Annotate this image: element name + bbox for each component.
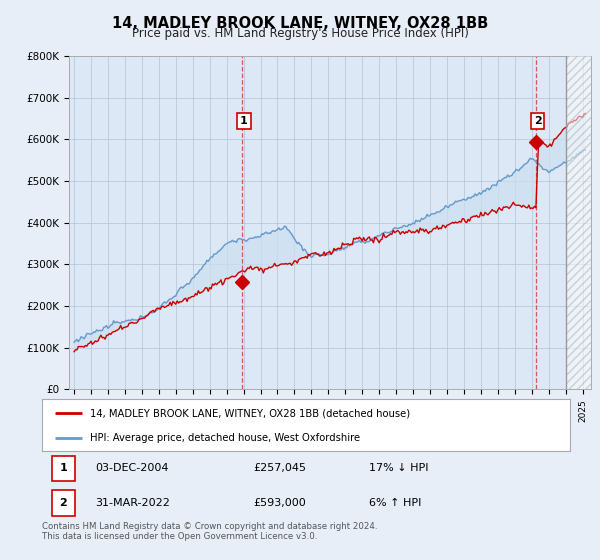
Text: Price paid vs. HM Land Registry's House Price Index (HPI): Price paid vs. HM Land Registry's House … [131, 27, 469, 40]
Text: 17% ↓ HPI: 17% ↓ HPI [370, 464, 429, 473]
Text: £593,000: £593,000 [253, 498, 306, 508]
Text: 03-DEC-2004: 03-DEC-2004 [95, 464, 168, 473]
Text: 1: 1 [240, 116, 248, 126]
Text: 2: 2 [534, 116, 541, 126]
Text: 1: 1 [59, 464, 67, 473]
Text: 14, MADLEY BROOK LANE, WITNEY, OX28 1BB (detached house): 14, MADLEY BROOK LANE, WITNEY, OX28 1BB … [89, 408, 410, 418]
Text: 14, MADLEY BROOK LANE, WITNEY, OX28 1BB: 14, MADLEY BROOK LANE, WITNEY, OX28 1BB [112, 16, 488, 31]
Text: HPI: Average price, detached house, West Oxfordshire: HPI: Average price, detached house, West… [89, 433, 359, 443]
FancyBboxPatch shape [52, 491, 75, 516]
Text: Contains HM Land Registry data © Crown copyright and database right 2024.
This d: Contains HM Land Registry data © Crown c… [42, 522, 377, 542]
Text: £257,045: £257,045 [253, 464, 306, 473]
Text: 2: 2 [59, 498, 67, 508]
FancyBboxPatch shape [52, 455, 75, 481]
Text: 6% ↑ HPI: 6% ↑ HPI [370, 498, 422, 508]
Bar [566, 56, 591, 389]
Text: 31-MAR-2022: 31-MAR-2022 [95, 498, 170, 508]
